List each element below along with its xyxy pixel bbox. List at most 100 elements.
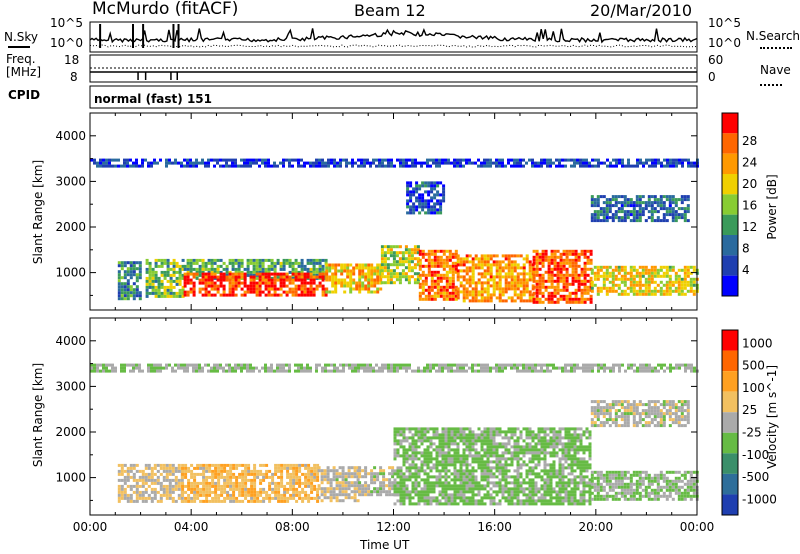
heatmap-cell bbox=[538, 300, 542, 304]
heatmap-cell bbox=[120, 496, 124, 500]
heatmap-cell bbox=[522, 427, 526, 431]
heatmap-cell bbox=[445, 288, 449, 292]
heatmap-cell bbox=[99, 164, 102, 168]
heatmap-cell bbox=[386, 266, 390, 270]
heatmap-cell bbox=[129, 264, 133, 268]
heatmap-cell bbox=[528, 490, 532, 494]
heatmap-cell bbox=[444, 427, 448, 431]
heatmap-cell bbox=[405, 164, 408, 168]
heatmap-cell bbox=[304, 475, 308, 479]
heatmap-cell bbox=[492, 475, 496, 479]
heatmap-cell bbox=[183, 164, 186, 168]
heatmap-cell bbox=[421, 288, 425, 292]
heatmap-cell bbox=[546, 445, 550, 449]
heatmap-cell bbox=[261, 267, 265, 271]
heatmap-cell bbox=[347, 487, 351, 491]
heatmap-cell bbox=[550, 261, 554, 265]
heatmap-cell bbox=[519, 502, 523, 506]
heatmap-cell bbox=[429, 439, 433, 443]
heatmap-cell bbox=[341, 478, 345, 482]
heatmap-cell bbox=[252, 281, 256, 285]
heatmap-cell bbox=[277, 481, 281, 485]
heatmap-cell bbox=[445, 249, 449, 253]
heatmap-cell bbox=[417, 484, 421, 488]
heatmap-cell bbox=[123, 158, 126, 162]
heatmap-cell bbox=[373, 466, 377, 470]
heatmap-cell bbox=[258, 290, 262, 294]
heatmap-cell bbox=[258, 270, 262, 274]
heatmap-cell bbox=[656, 210, 660, 214]
heatmap-cell bbox=[385, 484, 389, 488]
heatmap-cell bbox=[196, 487, 200, 491]
heatmap-cell bbox=[166, 267, 170, 271]
heatmap-cell bbox=[327, 158, 330, 162]
heatmap-cell bbox=[168, 484, 172, 488]
heatmap-cell bbox=[480, 266, 484, 270]
heatmap-cell bbox=[568, 264, 572, 268]
heatmap-cell bbox=[165, 487, 169, 491]
heatmap-cell bbox=[338, 475, 342, 479]
heatmap-cell bbox=[117, 490, 121, 494]
heatmap-cell bbox=[270, 164, 273, 168]
heatmap-cell bbox=[468, 445, 472, 449]
heatmap-cell bbox=[555, 439, 559, 443]
heatmap-cell bbox=[540, 445, 544, 449]
heatmap-cell bbox=[516, 439, 520, 443]
heatmap-cell bbox=[123, 164, 126, 168]
heatmap-cell bbox=[447, 496, 451, 500]
heatmap-cell bbox=[430, 282, 434, 286]
heatmap-cell bbox=[550, 294, 554, 298]
heatmap-cell bbox=[228, 278, 232, 282]
heatmap-cell bbox=[244, 463, 248, 467]
heatmap-cell bbox=[144, 472, 148, 476]
heatmap-cell bbox=[389, 272, 393, 276]
heatmap-cell bbox=[399, 490, 403, 494]
heatmap-cell bbox=[187, 493, 191, 497]
heatmap-cell bbox=[414, 457, 418, 461]
heatmap-cell bbox=[495, 451, 499, 455]
heatmap-cell bbox=[144, 478, 148, 482]
heatmap-cell bbox=[380, 263, 384, 267]
heatmap-cell bbox=[454, 270, 458, 274]
heatmap-cell bbox=[513, 427, 517, 431]
heatmap-cell bbox=[674, 219, 678, 223]
heatmap-cell bbox=[564, 448, 568, 452]
heatmap-cell bbox=[486, 260, 490, 264]
heatmap-cell bbox=[439, 261, 443, 265]
heatmap-cell bbox=[324, 161, 327, 165]
heatmap-cell bbox=[525, 287, 529, 291]
heatmap-cell bbox=[307, 466, 311, 470]
heatmap-cell bbox=[574, 258, 578, 262]
heatmap-cell bbox=[605, 216, 609, 220]
heatmap-cell bbox=[297, 164, 300, 168]
heatmap-cell bbox=[462, 460, 466, 464]
heatmap-cell bbox=[174, 475, 178, 479]
heatmap-cell bbox=[468, 161, 471, 165]
heatmap-cell bbox=[295, 463, 299, 467]
heatmap-cell bbox=[168, 478, 172, 482]
heatmap-cell bbox=[568, 258, 572, 262]
heatmap-cell bbox=[562, 264, 566, 268]
heatmap-cell bbox=[250, 472, 254, 476]
heatmap-cell bbox=[489, 293, 493, 297]
heatmap-cell bbox=[217, 499, 221, 503]
heatmap-cell bbox=[335, 496, 339, 500]
heatmap-cell bbox=[220, 475, 224, 479]
heatmap-cell bbox=[519, 266, 523, 270]
heatmap-cell bbox=[141, 478, 145, 482]
heatmap-cell bbox=[166, 261, 170, 265]
heatmap-cell bbox=[492, 439, 496, 443]
heatmap-cell bbox=[414, 484, 418, 488]
heatmap-cell bbox=[415, 190, 419, 194]
heatmap-cell bbox=[525, 260, 529, 264]
heatmap-cell bbox=[498, 269, 502, 273]
heatmap-cell bbox=[370, 263, 374, 267]
heatmap-cell bbox=[267, 267, 271, 271]
heatmap-cell bbox=[540, 493, 544, 497]
heatmap-cell bbox=[216, 290, 220, 294]
heatmap-cell bbox=[683, 271, 687, 275]
heatmap-cell bbox=[513, 260, 517, 264]
heatmap-cell bbox=[282, 158, 285, 162]
heatmap-cell bbox=[291, 272, 295, 276]
heatmap-cell bbox=[310, 478, 314, 482]
